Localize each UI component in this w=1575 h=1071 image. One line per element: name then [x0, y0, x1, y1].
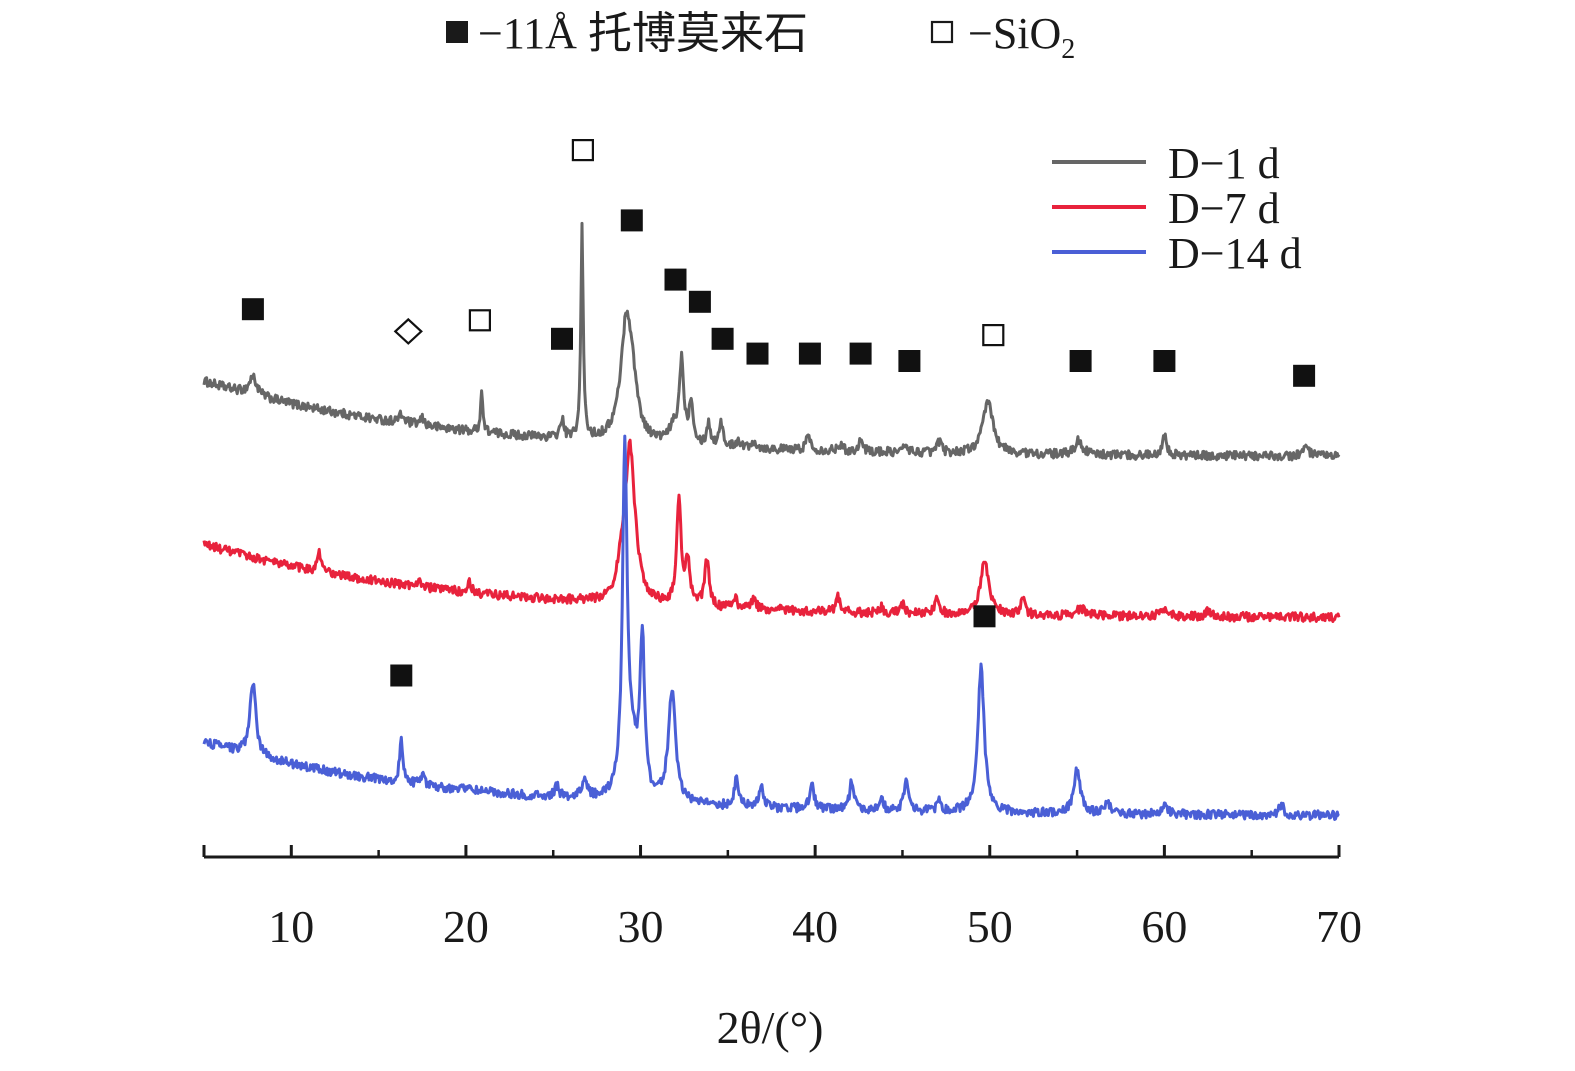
peak-marker-open-square-13	[982, 324, 1005, 347]
sio2-legend-label-main: −SiO	[968, 9, 1061, 58]
series-legend: D−1 d D−7 d D−14 d	[1052, 139, 1302, 278]
tobermorite-legend-label: −11Å 托博莫来石	[478, 9, 808, 58]
peak-marker-filled-square-18	[973, 605, 996, 628]
peak-marker-filled-square-16	[1293, 364, 1316, 387]
series-line-d-1-d	[202, 221, 1341, 462]
peak-marker-filled-square-6	[664, 268, 687, 291]
peak-marker-open-diamond-1	[393, 317, 423, 345]
tobermorite-marker-swatch	[446, 21, 468, 43]
peak-marker-filled-square-12	[898, 350, 921, 372]
peak-marker-filled-square-10	[798, 342, 821, 365]
sio2-legend-label-subscript: 2	[1061, 34, 1075, 65]
x-tick-label-40: 40	[792, 901, 838, 952]
marker-legend: −11Å 托博莫来石 −SiO2	[446, 9, 1075, 65]
peak-marker-filled-square-0	[241, 298, 264, 321]
peak-marker-filled-square-17	[390, 664, 413, 687]
legend-label-d7: D−7 d	[1168, 184, 1280, 233]
sio2-legend-label: −SiO2	[968, 9, 1075, 65]
peak-marker-filled-square-9	[746, 342, 769, 365]
peak-marker-filled-square-7	[688, 290, 711, 313]
peak-marker-filled-square-15	[1153, 350, 1176, 372]
legend-label-d14: D−14 d	[1168, 229, 1302, 278]
legend-label-d1: D−1 d	[1168, 139, 1280, 188]
peak-marker-filled-square-3	[551, 327, 573, 350]
peak-marker-filled-square-14	[1069, 350, 1092, 372]
plot-area	[202, 221, 1341, 821]
sio2-marker-swatch	[930, 20, 954, 44]
peak-marker-filled-square-11	[849, 342, 872, 365]
peak-marker-open-square-2	[468, 309, 491, 332]
peak-marker-open-square-4	[571, 139, 595, 162]
x-tick-label-70: 70	[1316, 901, 1362, 952]
series-line-d-7-d	[202, 438, 1341, 623]
x-axis-title: 2θ/(°)	[717, 1002, 824, 1053]
peak-marker-filled-square-5	[620, 209, 643, 232]
peak-markers	[241, 139, 1316, 687]
series-line-d-14-d	[202, 434, 1340, 821]
peak-marker-filled-square-8	[711, 327, 734, 350]
x-tick-label-20: 20	[443, 901, 489, 952]
x-tick-label-50: 50	[967, 901, 1013, 952]
x-axis: 10 20 30 40 50 60 70	[202, 845, 1362, 952]
x-tick-label-10: 10	[268, 901, 314, 952]
x-tick-label-30: 30	[618, 901, 664, 952]
x-tick-label-60: 60	[1141, 901, 1187, 952]
